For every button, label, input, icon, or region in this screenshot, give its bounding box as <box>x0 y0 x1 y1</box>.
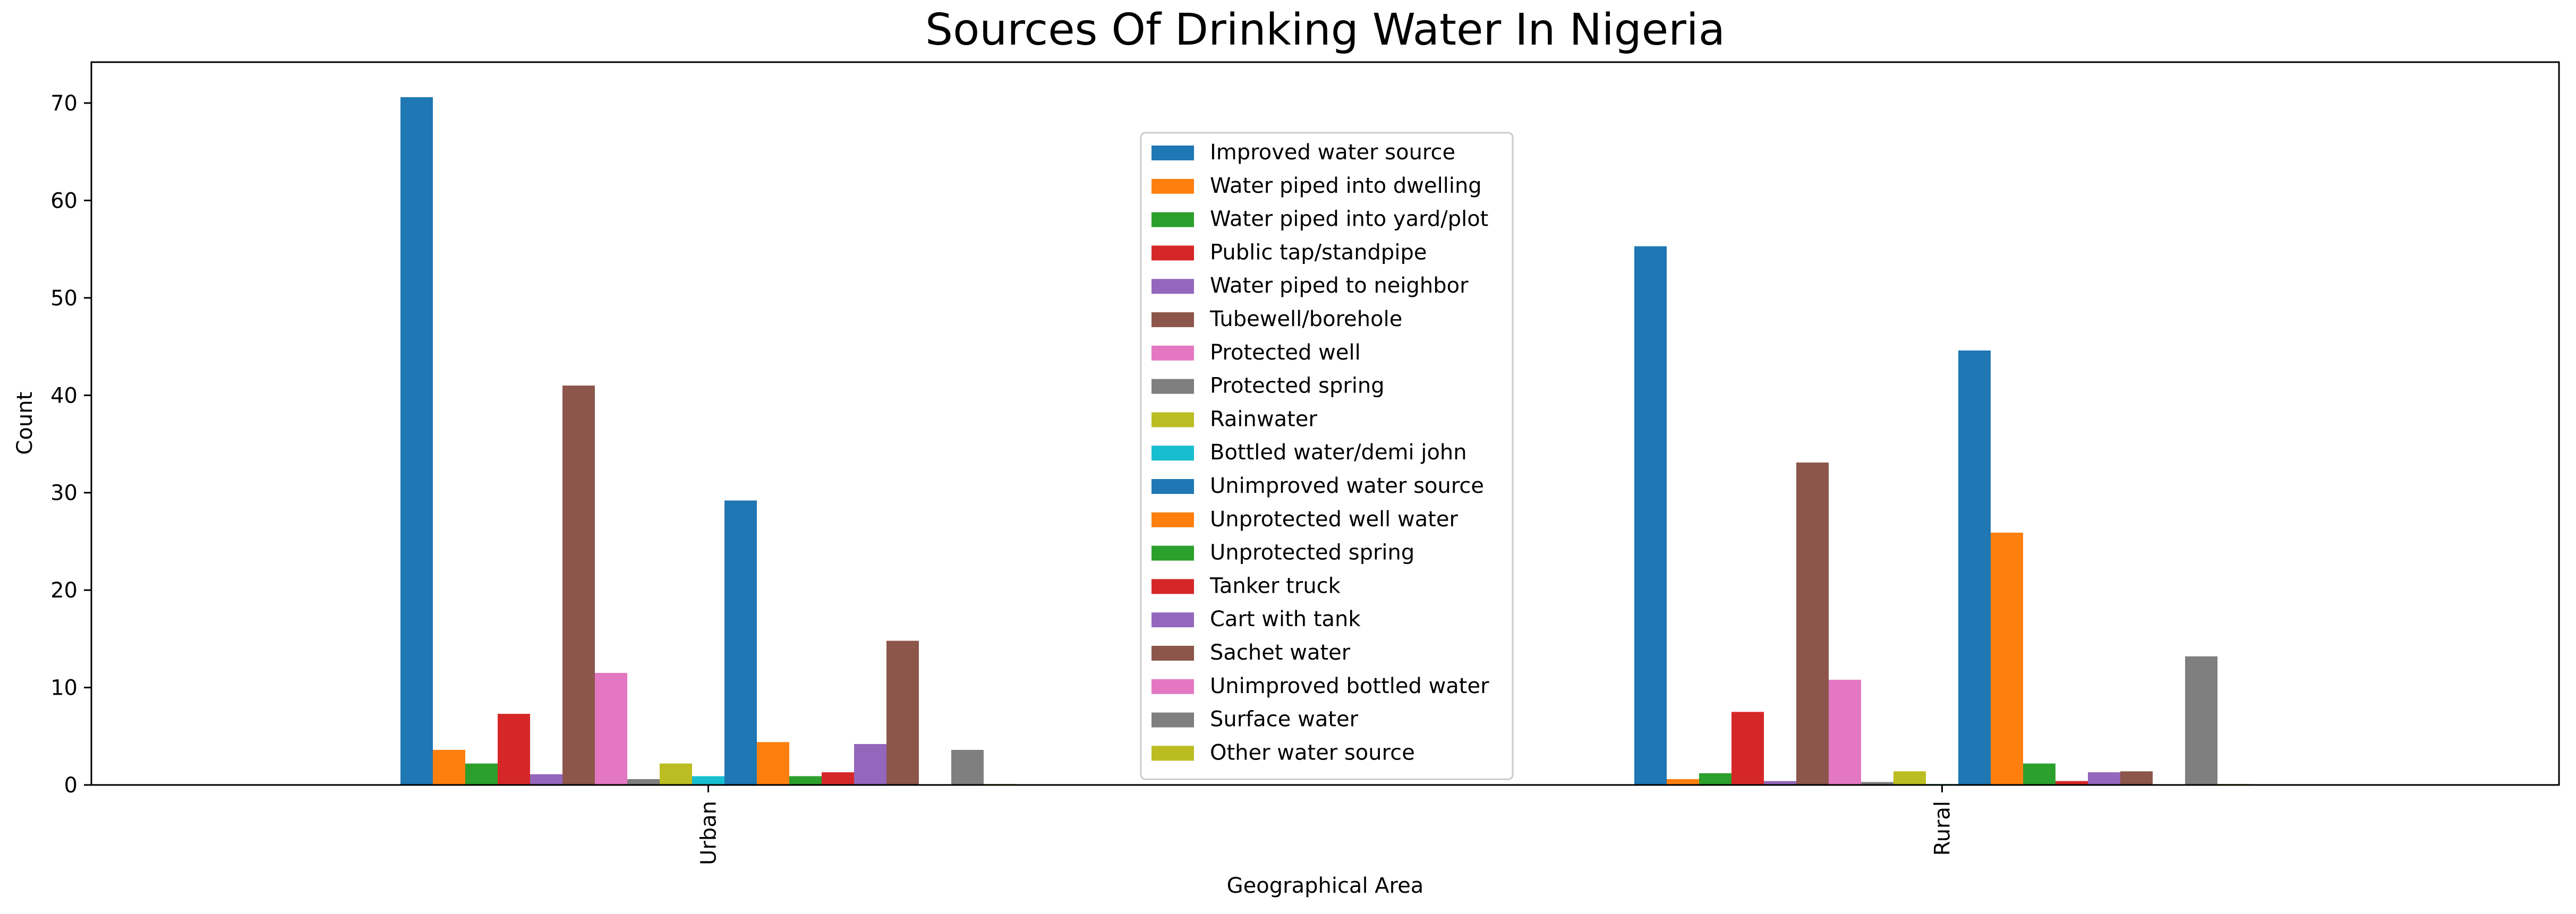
legend-label: Sachet water <box>1210 640 1351 665</box>
bar-rural-8 <box>1893 771 1926 785</box>
y-axis-label: Count <box>13 392 37 455</box>
y-axis: 0 10 20 30 40 50 60 70 <box>50 91 91 798</box>
y-tick-label: 50 <box>50 286 78 311</box>
legend: Improved water source Water piped into dw… <box>1140 132 1514 780</box>
legend-swatch <box>1151 679 1194 694</box>
bar-rural-15 <box>2120 771 2153 785</box>
bar-rural-10 <box>1958 350 1991 785</box>
plot-frame <box>90 61 2560 786</box>
bar-rural-3 <box>1731 712 1764 785</box>
chart-title: Sources Of Drinking Water In Nigeria <box>925 5 1725 55</box>
legend-swatch <box>1151 146 1194 160</box>
bar-urban-13 <box>822 772 854 785</box>
x-axis-label: Geographical Area <box>1227 874 1424 898</box>
legend-swatch <box>1151 746 1194 761</box>
bar-urban-12 <box>789 776 822 785</box>
bar-urban-6 <box>595 673 627 785</box>
legend-label: Other water source <box>1210 740 1415 765</box>
legend-label: Rainwater <box>1210 407 1317 431</box>
legend-label: Public tap/standpipe <box>1210 240 1427 264</box>
bars-layer <box>400 97 2250 785</box>
legend-label: Cart with tank <box>1210 607 1361 631</box>
legend-label: Improved water source <box>1210 140 1455 165</box>
legend-label: Bottled water/demi john <box>1210 440 1467 465</box>
bar-urban-4 <box>530 774 562 785</box>
legend-swatch <box>1151 479 1194 494</box>
bar-rural-7 <box>1861 782 1893 785</box>
y-tick-label: 0 <box>64 773 78 798</box>
legend-label: Protected spring <box>1210 374 1385 398</box>
bar-urban-14 <box>854 744 886 785</box>
legend-label: Water piped to neighbor <box>1210 274 1469 298</box>
bar-urban-17 <box>951 749 984 785</box>
bar-urban-5 <box>562 385 595 785</box>
x-axis: Urban Rural <box>697 785 1955 865</box>
bar-rural-11 <box>1991 532 2023 785</box>
legend-label: Water piped into yard/plot <box>1210 207 1488 232</box>
bar-rural-17 <box>2185 656 2217 785</box>
bar-urban-7 <box>627 779 660 785</box>
legend-label: Surface water <box>1210 707 1359 732</box>
bar-rural-12 <box>2023 763 2055 785</box>
legend-swatch <box>1151 512 1194 527</box>
legend-swatch <box>1151 579 1194 594</box>
legend-swatch <box>1151 312 1194 327</box>
legend-swatch <box>1151 379 1194 394</box>
legend-swatch <box>1151 612 1194 628</box>
y-tick-label: 20 <box>50 578 78 603</box>
y-tick-label: 60 <box>50 189 78 213</box>
legend-swatch <box>1151 345 1194 361</box>
x-tick-label-rural: Rural <box>1931 801 1955 856</box>
legend-swatch <box>1151 245 1194 261</box>
legend-box <box>1140 132 1514 780</box>
legend-label: Unimproved water source <box>1210 474 1484 498</box>
legend-swatch <box>1151 712 1194 728</box>
bar-rural-2 <box>1699 773 1731 785</box>
x-tick-label-urban: Urban <box>697 801 721 865</box>
y-tick-label: 30 <box>50 481 78 506</box>
legend-label: Water piped into dwelling <box>1210 174 1482 198</box>
y-tick-label: 40 <box>50 383 78 408</box>
legend-swatch <box>1151 212 1194 227</box>
legend-label: Protected well <box>1210 340 1361 365</box>
legend-swatch <box>1151 412 1194 428</box>
bar-urban-15 <box>886 640 919 785</box>
bar-rural-6 <box>1829 679 1861 785</box>
legend-label: Unprotected well water <box>1210 507 1458 532</box>
bar-rural-14 <box>2088 772 2120 785</box>
bar-rural-0 <box>1634 246 1667 785</box>
bar-urban-3 <box>498 714 530 785</box>
legend-swatch <box>1151 446 1194 461</box>
legend-swatch <box>1151 279 1194 294</box>
legend-label: Unimproved bottled water <box>1210 674 1489 698</box>
legend-label: Tubewell/borehole <box>1209 307 1402 331</box>
bar-rural-4 <box>1764 781 1796 785</box>
bar-urban-11 <box>757 742 789 785</box>
bar-rural-13 <box>2055 781 2088 785</box>
bar-urban-10 <box>724 500 757 785</box>
legend-label: Unprotected spring <box>1210 541 1414 565</box>
bar-rural-5 <box>1796 462 1829 785</box>
y-tick-label: 70 <box>50 91 78 116</box>
legend-swatch <box>1151 545 1194 561</box>
y-tick-label: 10 <box>50 676 78 701</box>
bar-urban-9 <box>692 776 724 785</box>
legend-swatch <box>1151 646 1194 661</box>
bar-urban-0 <box>400 97 433 785</box>
legend-swatch <box>1151 178 1194 194</box>
bar-rural-1 <box>1667 779 1699 785</box>
bar-urban-8 <box>660 763 692 785</box>
bar-urban-1 <box>433 749 465 785</box>
bar-urban-2 <box>465 763 498 785</box>
legend-label: Tanker truck <box>1209 574 1341 598</box>
